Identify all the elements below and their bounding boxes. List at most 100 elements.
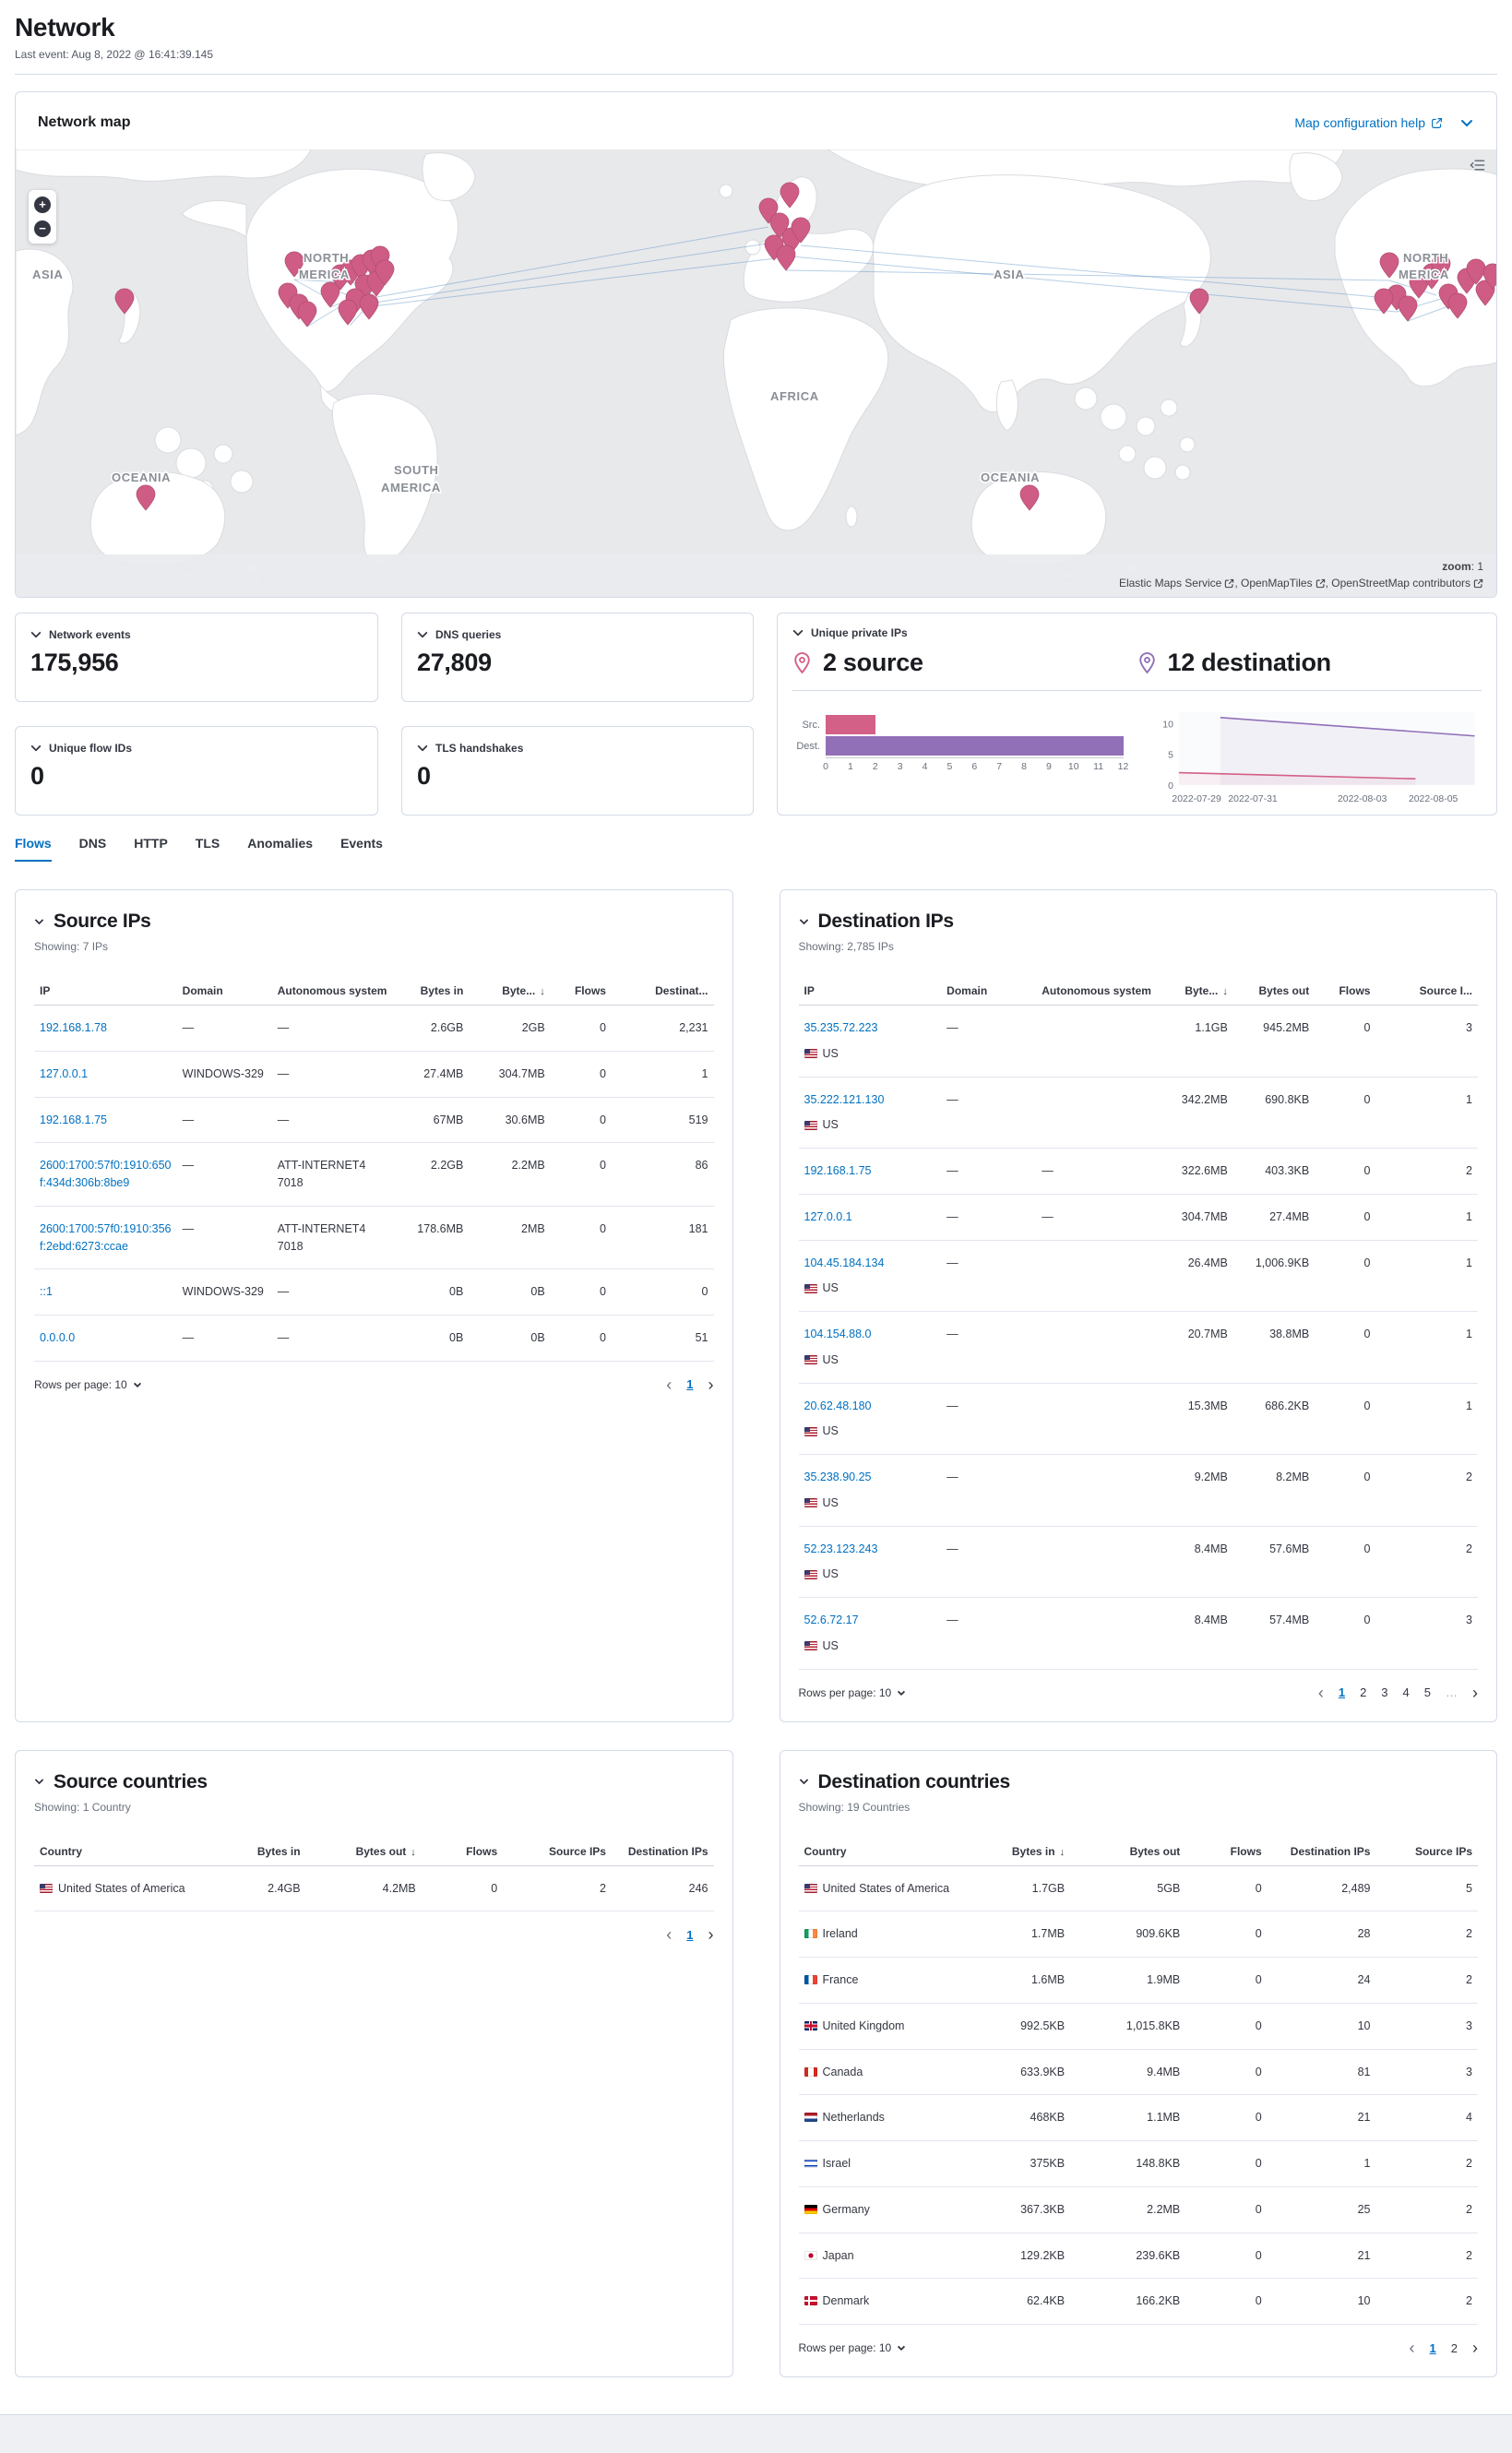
page-number-1[interactable]: 1 bbox=[1429, 2340, 1436, 2355]
column-header[interactable]: Bytes out bbox=[1232, 975, 1316, 1006]
tab-tls[interactable]: TLS bbox=[195, 836, 220, 851]
map-zoom-in-button[interactable]: + bbox=[34, 196, 51, 213]
column-header[interactable]: Destinat... bbox=[611, 975, 714, 1006]
map-pin[interactable] bbox=[1379, 252, 1399, 279]
ip-link[interactable]: 2600:1700:57f0:1910:650f:434d:306b:8be9 bbox=[40, 1159, 172, 1189]
map-canvas[interactable]: ASIA NORTH MERICA OCEANIA SOUTH AMERICA AFRICA… bbox=[16, 149, 1496, 597]
column-header[interactable]: Flows bbox=[421, 1835, 504, 1866]
column-header[interactable]: Country bbox=[34, 1835, 218, 1866]
map-legend-icon[interactable] bbox=[1470, 159, 1485, 176]
ip-link[interactable]: 104.45.184.134 bbox=[804, 1256, 885, 1269]
page-number-2[interactable]: 2 bbox=[1360, 1685, 1367, 1699]
previous-page-button[interactable]: ‹ bbox=[1317, 1683, 1324, 1702]
column-header[interactable]: Source IPs bbox=[503, 1835, 612, 1866]
page-number-4[interactable]: 4 bbox=[1402, 1685, 1410, 1699]
next-page-button[interactable]: › bbox=[1472, 2339, 1478, 2357]
column-header[interactable]: Byte... ↓ bbox=[1158, 975, 1233, 1006]
column-header[interactable]: IP bbox=[34, 975, 177, 1006]
map-pin[interactable] bbox=[1447, 292, 1468, 319]
ip-link[interactable]: 127.0.0.1 bbox=[804, 1209, 852, 1223]
map-pin[interactable] bbox=[1475, 280, 1495, 306]
rows-per-page-button[interactable]: Rows per page: 10 bbox=[34, 1378, 141, 1391]
map-pin[interactable] bbox=[359, 293, 379, 320]
column-header[interactable]: Flows bbox=[1185, 1835, 1268, 1866]
column-header[interactable]: Country bbox=[798, 1835, 982, 1866]
column-header[interactable]: Flows bbox=[1315, 975, 1376, 1006]
attribution-link[interactable]: OpenStreetMap contributors bbox=[1331, 577, 1483, 589]
map-pin[interactable] bbox=[1398, 295, 1418, 322]
map-zoom-out-button[interactable]: − bbox=[34, 220, 51, 237]
column-header[interactable]: Domain bbox=[176, 975, 272, 1006]
chevron-down-icon[interactable] bbox=[34, 1775, 44, 1785]
chevron-down-icon[interactable] bbox=[417, 741, 428, 752]
tab-anomalies[interactable]: Anomalies bbox=[247, 836, 314, 851]
page-number-3[interactable]: 3 bbox=[1381, 1685, 1388, 1699]
page-number-1[interactable]: 1 bbox=[1338, 1685, 1346, 1699]
previous-page-button[interactable]: ‹ bbox=[1409, 2339, 1415, 2357]
tab-dns[interactable]: DNS bbox=[78, 836, 107, 851]
map-pin[interactable] bbox=[338, 299, 358, 326]
ip-link[interactable]: 2600:1700:57f0:1910:356f:2ebd:6273:ccae bbox=[40, 1221, 172, 1253]
map-pin[interactable] bbox=[1019, 484, 1040, 511]
page-number-2[interactable]: 2 bbox=[1450, 2340, 1458, 2355]
chevron-down-icon[interactable] bbox=[30, 627, 42, 638]
column-header[interactable]: Bytes in ↓ bbox=[982, 1835, 1071, 1866]
tab-http[interactable]: HTTP bbox=[134, 836, 168, 851]
map-pin[interactable] bbox=[284, 251, 304, 278]
column-header[interactable]: Bytes in bbox=[217, 1835, 306, 1866]
ip-link[interactable]: 52.23.123.243 bbox=[804, 1542, 878, 1555]
ip-link[interactable]: 104.154.88.0 bbox=[804, 1328, 872, 1340]
ip-link[interactable]: 127.0.0.1 bbox=[40, 1066, 89, 1080]
previous-page-button[interactable]: ‹ bbox=[666, 1375, 673, 1394]
column-header[interactable]: Flows bbox=[550, 975, 612, 1006]
ip-link[interactable]: 192.168.1.75 bbox=[804, 1164, 872, 1177]
map-configuration-help-link[interactable]: Map configuration help bbox=[1294, 115, 1443, 130]
ip-link[interactable]: 192.168.1.78 bbox=[40, 1021, 107, 1034]
page-number-1[interactable]: 1 bbox=[686, 1377, 694, 1392]
map-pin[interactable] bbox=[375, 259, 395, 286]
column-header[interactable]: Source I... bbox=[1375, 975, 1478, 1006]
map-pin[interactable] bbox=[297, 301, 317, 327]
map-pin[interactable] bbox=[1482, 263, 1497, 290]
previous-page-button[interactable]: ‹ bbox=[666, 1925, 673, 1945]
column-header[interactable]: Source IPs bbox=[1375, 1835, 1478, 1866]
chevron-down-icon[interactable] bbox=[799, 1775, 808, 1785]
column-header[interactable]: Byte... ↓ bbox=[469, 975, 551, 1006]
collapse-map-chevron-icon[interactable] bbox=[1459, 115, 1474, 130]
map-pin[interactable] bbox=[776, 244, 796, 271]
rows-per-page-button[interactable]: Rows per page: 10 bbox=[799, 2341, 906, 2354]
chevron-down-icon[interactable] bbox=[34, 915, 44, 924]
ip-link[interactable]: 20.62.48.180 bbox=[804, 1399, 872, 1412]
map-pin[interactable] bbox=[1409, 272, 1429, 299]
attribution-link[interactable]: Elastic Maps Service bbox=[1119, 577, 1234, 589]
chevron-down-icon[interactable] bbox=[799, 915, 808, 924]
ip-link[interactable]: 52.6.72.17 bbox=[804, 1614, 859, 1626]
ip-link[interactable]: 35.235.72.223 bbox=[804, 1021, 878, 1034]
chevron-down-icon[interactable] bbox=[792, 625, 804, 637]
map-pin[interactable] bbox=[791, 217, 811, 244]
ip-link[interactable]: 192.168.1.75 bbox=[40, 1113, 107, 1126]
tab-flows[interactable]: Flows bbox=[15, 836, 52, 862]
next-page-button[interactable]: › bbox=[708, 1925, 714, 1945]
ip-link[interactable]: ::1 bbox=[40, 1285, 53, 1299]
column-header[interactable]: Domain bbox=[941, 975, 1037, 1006]
page-number-5[interactable]: 5 bbox=[1423, 1685, 1431, 1699]
map-pin[interactable] bbox=[136, 484, 156, 511]
ip-link[interactable]: 35.238.90.25 bbox=[804, 1471, 872, 1483]
map-pin[interactable] bbox=[780, 182, 800, 208]
map-pin[interactable] bbox=[1189, 288, 1209, 315]
map-pin[interactable] bbox=[114, 288, 135, 315]
chevron-down-icon[interactable] bbox=[417, 627, 428, 638]
column-header[interactable]: Bytes out ↓ bbox=[305, 1835, 422, 1866]
column-header[interactable]: Destination IPs bbox=[1267, 1835, 1376, 1866]
tab-events[interactable]: Events bbox=[340, 836, 383, 851]
column-header[interactable]: Destination IPs bbox=[611, 1835, 714, 1866]
page-number-1[interactable]: 1 bbox=[686, 1927, 694, 1942]
column-header[interactable]: Autonomous system bbox=[271, 975, 395, 1006]
attribution-link[interactable]: OpenMapTiles bbox=[1241, 577, 1326, 589]
next-page-button[interactable]: › bbox=[708, 1375, 714, 1394]
column-header[interactable]: Bytes out bbox=[1070, 1835, 1186, 1866]
rows-per-page-button[interactable]: Rows per page: 10 bbox=[799, 1686, 906, 1699]
ip-link[interactable]: 35.222.121.130 bbox=[804, 1092, 885, 1106]
next-page-button[interactable]: › bbox=[1472, 1683, 1478, 1702]
